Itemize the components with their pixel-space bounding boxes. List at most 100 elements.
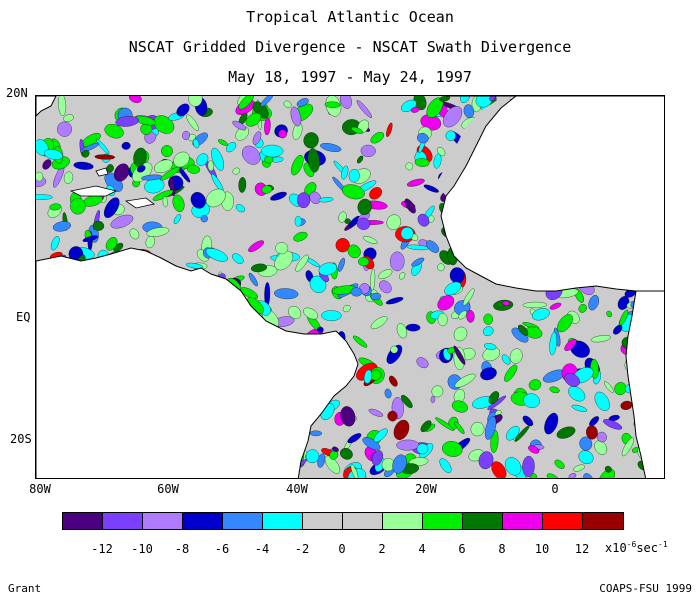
divergence-blob [389,251,405,272]
divergence-blob [442,441,463,457]
divergence-blob [115,116,139,127]
divergence-blob [414,158,430,167]
divergence-blob [501,354,511,365]
cuba-island [69,185,118,197]
divergence-blob [603,419,623,430]
author-credit: Grant [8,582,42,595]
divergence-blob [398,272,406,280]
colorbar-tick-label: 4 [418,542,426,556]
divergence-blob [363,369,373,384]
divergence-blob [466,309,475,323]
divergence-blob [49,203,62,211]
divergence-blob [352,335,368,348]
divergence-blob [482,326,494,337]
divergence-map [35,95,665,479]
divergence-blob [454,421,465,434]
lon-label-60w: 60W [157,482,179,496]
divergence-blob [373,428,388,443]
divergence-blob [245,112,262,127]
divergence-blob [400,226,414,240]
divergence-blob [283,100,292,108]
divergence-blob [549,331,557,356]
divergence-blob [342,304,351,313]
divergence-blob [340,447,353,460]
divergence-blob [360,144,376,157]
units-label: x10-6sec-1 [605,540,668,555]
divergence-blob [493,299,514,311]
divergence-blob [288,305,302,320]
divergence-blob [103,197,120,218]
divergence-blob [129,228,140,240]
divergence-blob [390,345,399,354]
hispaniola-island [124,197,155,209]
divergence-blob [435,417,455,431]
divergence-blob [235,204,246,213]
divergence-blob [406,178,425,187]
divergence-blob [294,215,302,227]
divergence-blob [105,237,118,251]
divergence-blob [506,425,520,441]
divergence-blob [522,415,534,427]
divergence-blob [453,326,468,342]
org-credit: COAPS-FSU 1999 [599,582,692,595]
divergence-blob [549,386,560,394]
divergence-blob [606,310,613,318]
divergence-blob [470,421,485,437]
divergence-blob [264,117,271,136]
divergence-blob [583,473,595,478]
divergence-blob [248,272,258,287]
divergence-blob [396,323,408,339]
divergence-blob [370,268,376,291]
divergence-blob [337,257,345,272]
divergence-blob [205,188,226,208]
divergence-blob [453,345,466,365]
colorbar-tick-label: -8 [174,542,190,556]
divergence-blob [250,263,268,273]
divergence-blob [417,132,429,144]
divergence-blob [173,214,182,224]
divergence-blob [58,96,67,116]
colorbar-swatch [63,513,103,529]
divergence-blob [546,473,561,478]
divergence-blob [505,457,522,476]
colorbar-swatch [183,513,223,529]
colorbar-swatch [303,513,343,529]
divergence-blob [556,426,576,439]
divergence-blob [296,98,309,107]
colorbar-tick-label: -6 [214,542,230,556]
divergence-blob [417,213,430,227]
divergence-blob [162,196,168,208]
divergence-blob [621,437,634,457]
divergence-blob [82,235,98,242]
divergence-blob [207,160,214,172]
colorbar-swatch [583,513,623,529]
divergence-blob [324,455,340,474]
divergence-blob [121,141,131,150]
divergence-blob [248,240,265,252]
bahamas-island [95,167,109,177]
divergence-blob [240,287,259,299]
divergence-blob [594,391,610,411]
divergence-blob [590,335,612,343]
units-text: x10 [605,541,627,555]
divergence-blob [578,304,587,313]
divergence-blob [578,450,594,465]
divergence-blob [478,451,494,470]
divergence-blob [437,313,448,327]
divergence-blob [386,214,402,230]
divergence-blob [378,269,393,279]
divergence-blob [371,450,383,466]
divergence-blob [439,458,452,473]
divergence-blob [451,400,468,413]
divergence-blob [392,454,407,474]
divergence-blob [241,145,261,165]
divergence-blob [384,388,392,399]
divergence-blob [444,281,462,296]
divergence-blob [431,385,444,398]
divergence-blob [564,339,577,351]
divergence-blob [309,191,321,204]
divergence-blob [528,445,540,454]
colorbar-tick-label: 6 [458,542,466,556]
divergence-blob [356,100,372,118]
divergence-blob [232,120,247,131]
